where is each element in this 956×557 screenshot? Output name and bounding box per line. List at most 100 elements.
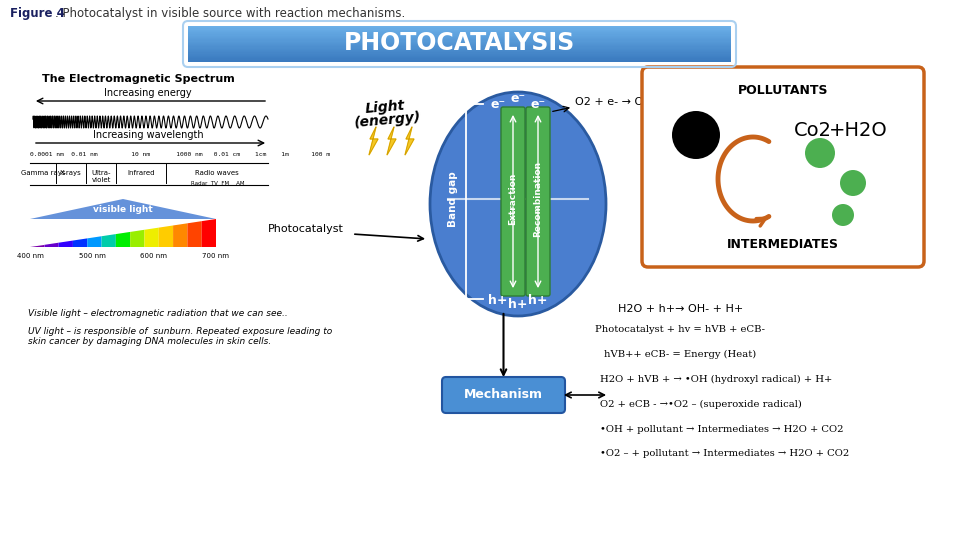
Polygon shape bbox=[144, 228, 159, 247]
Text: H2O + hVB + → •OH (hydroxyl radical) + H+: H2O + hVB + → •OH (hydroxyl radical) + H… bbox=[600, 374, 833, 384]
FancyBboxPatch shape bbox=[188, 56, 731, 57]
Text: 400 nm: 400 nm bbox=[16, 253, 43, 259]
FancyBboxPatch shape bbox=[188, 36, 731, 37]
Polygon shape bbox=[187, 221, 202, 247]
Text: INTERMEDIATES: INTERMEDIATES bbox=[727, 238, 839, 252]
Text: Ultra-
violet: Ultra- violet bbox=[91, 170, 111, 183]
FancyBboxPatch shape bbox=[188, 32, 731, 33]
Text: 0.0001 nm  0.01 nm         10 nm       1000 nm   0.01 cm    1cm    1m      100 m: 0.0001 nm 0.01 nm 10 nm 1000 nm 0.01 cm … bbox=[30, 153, 330, 158]
Text: Figure 4: Figure 4 bbox=[10, 7, 65, 21]
Text: Co2: Co2 bbox=[794, 121, 832, 140]
FancyBboxPatch shape bbox=[642, 67, 924, 267]
FancyBboxPatch shape bbox=[526, 107, 550, 296]
Text: Infrared: Infrared bbox=[127, 170, 155, 176]
FancyBboxPatch shape bbox=[188, 42, 731, 43]
Text: UV light – is responsible of  sunburn. Repeated exposure leading to
skin cancer : UV light – is responsible of sunburn. Re… bbox=[28, 327, 333, 346]
FancyBboxPatch shape bbox=[188, 31, 731, 32]
Text: Radar  TV  FM    AM: Radar TV FM AM bbox=[191, 181, 245, 186]
FancyBboxPatch shape bbox=[188, 47, 731, 49]
FancyBboxPatch shape bbox=[442, 377, 565, 413]
FancyBboxPatch shape bbox=[188, 39, 731, 41]
Text: . Photocatalyst in visible source with reaction mechanisms.: . Photocatalyst in visible source with r… bbox=[55, 7, 405, 21]
Ellipse shape bbox=[430, 92, 606, 316]
FancyBboxPatch shape bbox=[188, 38, 731, 39]
Text: visible light: visible light bbox=[93, 206, 153, 214]
Text: 700 nm: 700 nm bbox=[203, 253, 229, 259]
Polygon shape bbox=[30, 245, 44, 247]
Text: Extraction: Extraction bbox=[509, 173, 517, 225]
Text: Increasing energy: Increasing energy bbox=[104, 88, 192, 98]
FancyBboxPatch shape bbox=[188, 45, 731, 46]
FancyBboxPatch shape bbox=[188, 53, 731, 55]
Text: e⁻: e⁻ bbox=[511, 92, 526, 105]
Circle shape bbox=[840, 170, 866, 196]
Text: The Electromagnetic Spectrum: The Electromagnetic Spectrum bbox=[42, 74, 234, 84]
Text: •O2 – + pollutant → Intermediates → H2O + CO2: •O2 – + pollutant → Intermediates → H2O … bbox=[600, 449, 849, 458]
FancyBboxPatch shape bbox=[188, 50, 731, 51]
Text: +H2O: +H2O bbox=[829, 121, 887, 140]
FancyBboxPatch shape bbox=[188, 27, 731, 28]
FancyBboxPatch shape bbox=[188, 57, 731, 58]
Polygon shape bbox=[73, 238, 87, 247]
Text: Photocatalyst + hv = hVB + eCB-: Photocatalyst + hv = hVB + eCB- bbox=[595, 325, 765, 334]
Text: (energy): (energy) bbox=[354, 110, 422, 130]
FancyBboxPatch shape bbox=[188, 58, 731, 60]
Text: Band gap: Band gap bbox=[448, 171, 458, 227]
FancyBboxPatch shape bbox=[188, 51, 731, 52]
Polygon shape bbox=[44, 243, 58, 247]
Circle shape bbox=[832, 204, 854, 226]
FancyBboxPatch shape bbox=[188, 46, 731, 47]
Text: POLLUTANTS: POLLUTANTS bbox=[738, 84, 828, 96]
FancyBboxPatch shape bbox=[501, 107, 525, 296]
Polygon shape bbox=[369, 127, 378, 155]
Polygon shape bbox=[87, 236, 101, 247]
FancyBboxPatch shape bbox=[188, 33, 731, 35]
FancyBboxPatch shape bbox=[188, 41, 731, 42]
Text: O2 + eCB - →•O2 – (superoxide radical): O2 + eCB - →•O2 – (superoxide radical) bbox=[600, 399, 802, 409]
Polygon shape bbox=[116, 232, 130, 247]
Text: Gamma rays: Gamma rays bbox=[21, 170, 65, 176]
FancyBboxPatch shape bbox=[188, 35, 731, 36]
Polygon shape bbox=[130, 230, 144, 247]
FancyBboxPatch shape bbox=[188, 55, 731, 56]
FancyBboxPatch shape bbox=[188, 26, 731, 27]
Circle shape bbox=[672, 111, 720, 159]
FancyBboxPatch shape bbox=[188, 44, 731, 45]
FancyBboxPatch shape bbox=[188, 37, 731, 38]
Polygon shape bbox=[58, 241, 73, 247]
Text: Visible light – electromagnetic radiation that we can see..: Visible light – electromagnetic radiatio… bbox=[28, 309, 288, 318]
Text: h+: h+ bbox=[509, 299, 528, 311]
Text: X-rays: X-rays bbox=[60, 170, 82, 176]
FancyBboxPatch shape bbox=[188, 43, 731, 44]
Text: Radio waves: Radio waves bbox=[195, 170, 239, 176]
FancyBboxPatch shape bbox=[188, 60, 731, 61]
Polygon shape bbox=[173, 223, 187, 247]
Text: •OH + pollutant → Intermediates → H2O + CO2: •OH + pollutant → Intermediates → H2O + … bbox=[600, 424, 843, 433]
Text: e⁻: e⁻ bbox=[531, 97, 546, 110]
FancyBboxPatch shape bbox=[188, 30, 731, 31]
Polygon shape bbox=[101, 234, 116, 247]
Text: Recombination: Recombination bbox=[533, 161, 542, 237]
Text: O2 + e- → O2-: O2 + e- → O2- bbox=[575, 97, 654, 107]
Text: Increasing wavelength: Increasing wavelength bbox=[93, 130, 204, 140]
FancyBboxPatch shape bbox=[188, 61, 731, 62]
Polygon shape bbox=[30, 199, 216, 219]
Text: Light: Light bbox=[364, 98, 405, 116]
Text: Photocatalyst: Photocatalyst bbox=[268, 224, 344, 234]
Text: hVB++ eCB- = Energy (Heat): hVB++ eCB- = Energy (Heat) bbox=[604, 349, 756, 359]
Polygon shape bbox=[405, 127, 414, 155]
Text: h+: h+ bbox=[489, 294, 508, 306]
FancyBboxPatch shape bbox=[188, 28, 731, 30]
FancyBboxPatch shape bbox=[188, 49, 731, 50]
Text: PHOTOCATALYSIS: PHOTOCATALYSIS bbox=[344, 31, 576, 55]
Text: h+: h+ bbox=[529, 294, 548, 306]
Polygon shape bbox=[387, 127, 396, 155]
Text: 600 nm: 600 nm bbox=[141, 253, 167, 259]
FancyBboxPatch shape bbox=[188, 52, 731, 53]
Text: H2O + h+→ OH- + H+: H2O + h+→ OH- + H+ bbox=[618, 304, 743, 314]
Text: e⁻: e⁻ bbox=[490, 97, 506, 110]
Polygon shape bbox=[159, 226, 173, 247]
Circle shape bbox=[805, 138, 835, 168]
Text: 500 nm: 500 nm bbox=[78, 253, 105, 259]
Polygon shape bbox=[202, 219, 216, 247]
